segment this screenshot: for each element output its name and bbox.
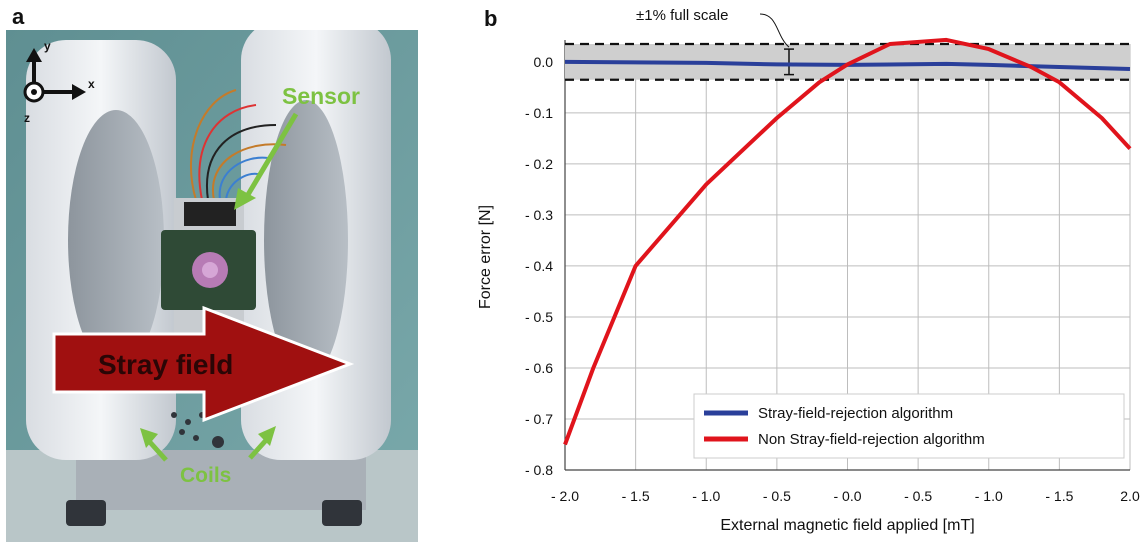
sensor-chip-center (202, 262, 218, 278)
x-tick-label-8: 2.0 (1120, 488, 1140, 504)
legend: Stray-field-rejection algorithm Non Stray… (693, 393, 1125, 459)
x-tick-label-6: - 1.0 (975, 488, 1003, 504)
coil-left-bore (68, 110, 164, 370)
axis-x-label: x (88, 77, 95, 91)
x-tick-labels: - 2.0 - 1.5 - 1.0 - 0.5 - 0.0 - 0.5 - 1.0 - 1.5… (551, 488, 1140, 504)
band-label: ±1% full scale (636, 7, 728, 24)
x-tick-label-0: - 2.0 (551, 488, 579, 504)
y-tick-label-1: - 0.1 (525, 105, 553, 121)
base-foot-right (322, 500, 362, 526)
y-tick-labels: 0.0 - 0.1 - 0.2 - 0.3 - 0.4 - 0.5 - 0.6 - 0.7 - … (525, 54, 553, 478)
y-axis-label: Force error [N] (477, 205, 494, 309)
series-line-1 (563, 37, 1132, 446)
series-lines (563, 37, 1132, 446)
y-tick-label-2: - 0.2 (525, 156, 553, 172)
coils-pointer-right (248, 436, 270, 460)
base-holes (171, 412, 224, 448)
force-error-chart: ±1% full scale 0.0 - 0.1 - 0.2 - 0.3 - 0.4 - … (477, 7, 1140, 534)
coils-label: Coils (180, 464, 231, 487)
x-tick-label-5: - 0.5 (904, 488, 932, 504)
sensor-photo: y x z Sensor Stray field Coils (6, 30, 418, 542)
x-tick-label-7: - 1.5 (1045, 488, 1073, 504)
x-tick-label-3: - 0.5 (763, 488, 791, 504)
coils-pointer-right-head (258, 426, 276, 446)
y-tick-label-3: - 0.3 (525, 207, 553, 223)
y-tick-label-4: - 0.4 (525, 258, 553, 274)
y-tick-label-8: - 0.8 (525, 462, 553, 478)
x-axis-label: External magnetic field applied [mT] (720, 517, 974, 534)
axis-y-label: y (44, 39, 51, 53)
sensor-connector (184, 202, 236, 226)
legend-box (693, 393, 1125, 459)
axis-z-label: z (24, 111, 30, 125)
panel-label-a: a (12, 4, 25, 29)
base-foot-left (66, 500, 106, 526)
stray-field-label: Stray field (98, 349, 233, 380)
sensor-pointer-head (234, 188, 256, 210)
sensor-pointer (243, 112, 299, 200)
coils-pointer-left (146, 438, 168, 462)
y-tick-label-7: - 0.7 (525, 411, 553, 427)
y-tick-label-5: - 0.5 (525, 309, 553, 325)
x-tick-label-2: - 1.0 (692, 488, 720, 504)
panel-label-b: b (484, 6, 498, 31)
axis-glyph (23, 48, 86, 103)
series-line-0 (564, 59, 1131, 71)
y-tick-label-6: - 0.6 (525, 360, 553, 376)
legend-label-1: Non Stray-field-rejection algorithm (758, 431, 985, 448)
stray-field-arrow (52, 305, 355, 423)
x-tick-label-4: - 0.0 (833, 488, 861, 504)
band-error-bar (784, 48, 794, 76)
coils-pointer-left-head (140, 428, 158, 448)
y-tick-label-0: 0.0 (534, 54, 554, 70)
sensor-label: Sensor (282, 83, 360, 109)
coil-right-bore (264, 100, 348, 380)
band-label-leader (759, 13, 790, 48)
legend-label-0: Stray-field-rejection algorithm (758, 405, 953, 422)
x-tick-label-1: - 1.5 (622, 488, 650, 504)
